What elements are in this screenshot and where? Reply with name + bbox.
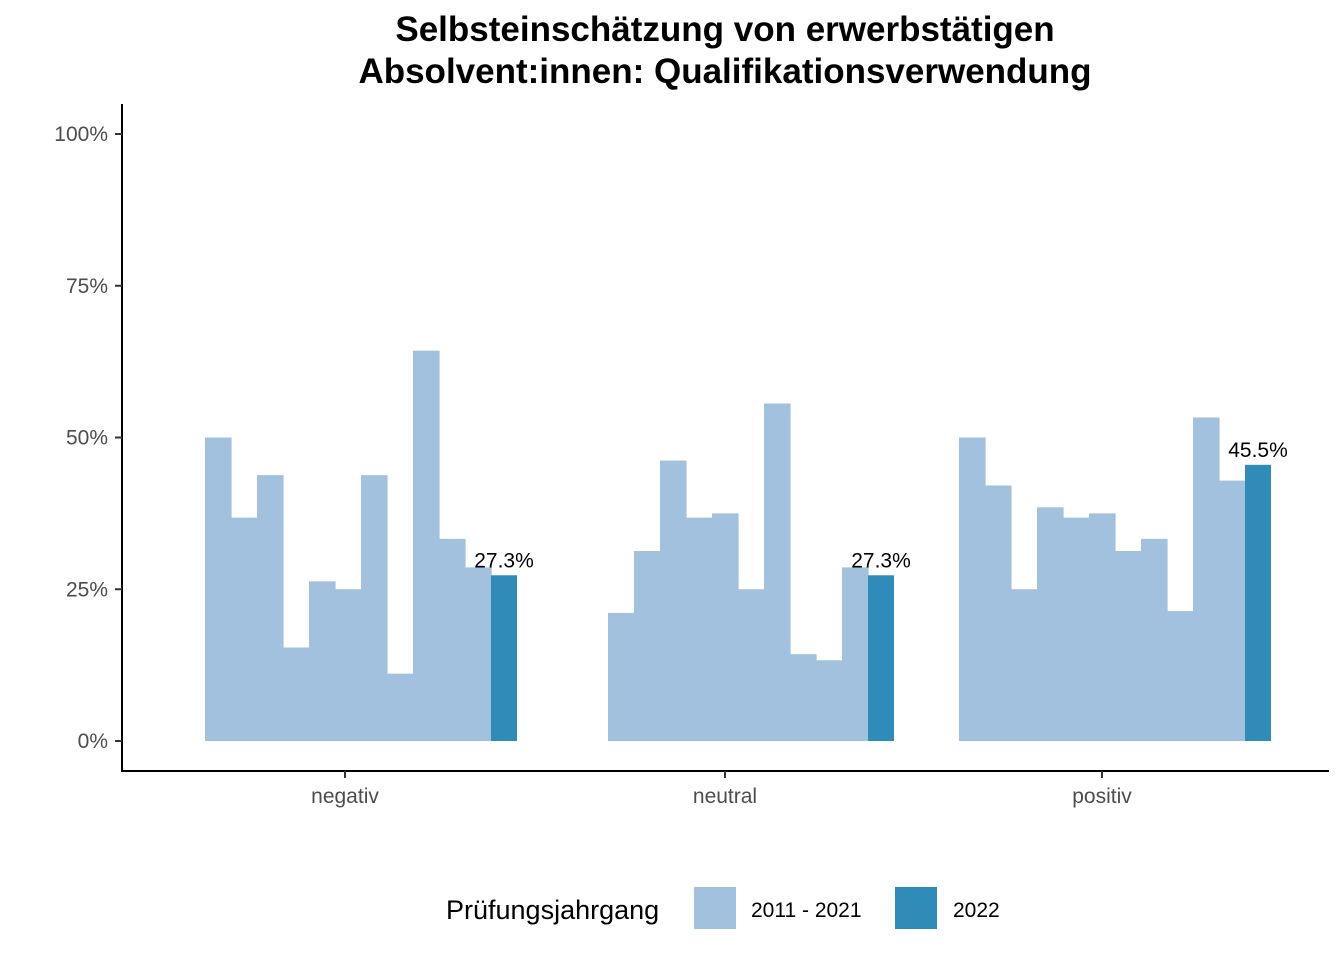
bar-positiv-history <box>1089 513 1116 741</box>
data-label-neutral: 27.3% <box>851 549 911 572</box>
bar-positiv-history <box>1219 480 1246 741</box>
x-ticks: negativ neutral positiv <box>311 771 1132 808</box>
y-tick-label: 25% <box>66 578 108 601</box>
bar-positiv-history <box>985 485 1012 741</box>
bar-neutral-history <box>738 589 765 741</box>
bar-positiv-history <box>959 437 986 741</box>
chart-title-line-2: Absolvent:innen: Qualifikationsverwendun… <box>358 52 1091 91</box>
legend-swatch-2022 <box>895 887 937 929</box>
bar-negativ-history <box>465 567 492 741</box>
bar-negativ-history <box>387 673 414 741</box>
data-label-positiv: 45.5% <box>1228 439 1288 462</box>
legend: Prüfungsjahrgang 2011 - 2021 2022 <box>446 887 1000 929</box>
bar-negativ-history <box>439 538 466 741</box>
bar-positiv-history <box>1037 507 1064 741</box>
bar-neutral-history <box>686 517 713 741</box>
x-tick-label: positiv <box>1072 785 1132 808</box>
bar-negativ-history <box>283 647 310 741</box>
bar-neutral-current <box>868 575 894 741</box>
bar-positiv-history <box>1011 589 1038 741</box>
bar-negativ-history <box>335 589 362 741</box>
legend-label-2011-2021: 2011 - 2021 <box>751 899 862 922</box>
bars-layer <box>205 350 1271 741</box>
bar-neutral-history <box>790 654 817 741</box>
bar-neutral-history <box>842 567 869 741</box>
bar-neutral-history <box>816 660 843 741</box>
bar-negativ-history <box>413 350 440 741</box>
x-tick-label: neutral <box>693 785 757 808</box>
bar-neutral-history <box>712 513 739 741</box>
x-tick-label: negativ <box>311 785 379 808</box>
y-tick-label: 50% <box>66 427 108 450</box>
y-tick-label: 0% <box>78 730 108 753</box>
bar-positiv-history <box>1141 538 1168 741</box>
bar-positiv-history <box>1115 551 1142 741</box>
y-tick-label: 100% <box>54 123 108 146</box>
bar-negativ-history <box>361 475 388 741</box>
bar-negativ-history <box>205 437 232 741</box>
y-tick-label: 75% <box>66 275 108 298</box>
bar-neutral-history <box>608 612 635 741</box>
data-labels-layer: 27.3% 27.3% 45.5% <box>474 439 1288 572</box>
bar-positiv-history <box>1167 611 1194 741</box>
bar-neutral-history <box>764 403 791 741</box>
y-ticks: 0% 25% 50% 75% 100% <box>54 123 122 753</box>
chart-title-line-1: Selbsteinschätzung von erwerbstätigen <box>395 10 1054 49</box>
bar-neutral-history <box>660 460 687 741</box>
bar-negativ-history <box>257 475 284 741</box>
data-label-negativ: 27.3% <box>474 549 534 572</box>
bar-positiv-current <box>1245 464 1271 741</box>
bar-negativ-history <box>231 517 258 741</box>
bar-neutral-history <box>634 551 661 741</box>
legend-swatch-2011-2021 <box>694 887 736 929</box>
legend-label-2022: 2022 <box>953 899 1000 922</box>
bar-negativ-current <box>491 575 517 741</box>
bar-positiv-history <box>1193 417 1220 741</box>
bar-positiv-history <box>1063 517 1090 741</box>
legend-title: Prüfungsjahrgang <box>446 895 659 925</box>
bar-negativ-history <box>309 581 336 741</box>
